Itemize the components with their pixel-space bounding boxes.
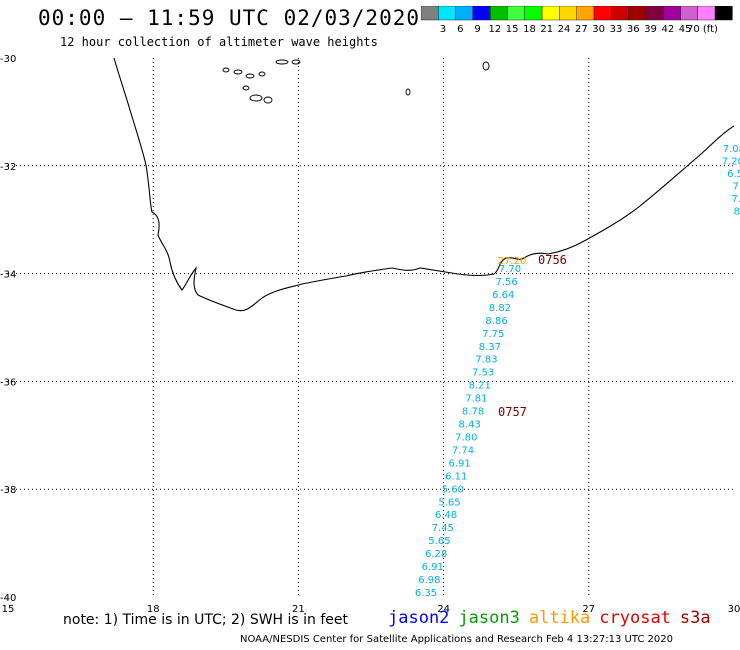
lat-label: -40 bbox=[0, 593, 16, 604]
island bbox=[291, 59, 301, 65]
swh-value: 7.83 bbox=[475, 355, 497, 366]
island bbox=[482, 61, 490, 71]
legend-item-jason2: jason2 bbox=[388, 608, 450, 628]
swh-value: 6.91 bbox=[422, 562, 444, 573]
swh-value: 7.75 bbox=[482, 329, 504, 340]
colorbar-label: 12 bbox=[488, 24, 501, 35]
colorbar-label: 15 bbox=[506, 24, 519, 35]
island bbox=[222, 67, 230, 73]
swh-value: 7. bbox=[732, 182, 740, 193]
swh-value: 5.60 bbox=[442, 484, 464, 495]
lon-label: 30 bbox=[728, 604, 740, 615]
swh-value: 27.20 bbox=[498, 256, 527, 267]
lon-label: 18 bbox=[147, 604, 160, 615]
swh-value: 7.08 bbox=[723, 144, 740, 155]
swh-value: 7.53 bbox=[472, 368, 494, 379]
colorbar-label: 36 bbox=[627, 24, 640, 35]
colorbar-swatch bbox=[714, 6, 733, 21]
swh-value: 7.70 bbox=[499, 264, 521, 275]
colorbar-label: 33 bbox=[610, 24, 623, 35]
satellite-legend: jason2 jason3 altika cryosat s3a bbox=[388, 608, 720, 628]
pass-time-label: 0756 bbox=[538, 253, 567, 267]
map-subtitle: 12 hour collection of altimeter wave hei… bbox=[60, 35, 378, 49]
colorbar-label: 18 bbox=[523, 24, 536, 35]
island bbox=[275, 59, 289, 65]
swh-value: 7.45 bbox=[432, 523, 454, 534]
swh-value: 8 bbox=[734, 207, 740, 218]
swh-value: 6.48 bbox=[435, 510, 457, 521]
credit-text: NOAA/NESDIS Center for Satellite Applica… bbox=[240, 634, 673, 645]
colorbar-label: 45 bbox=[679, 24, 692, 35]
map-title: 00:00 – 11:59 UTC 02/03/2020 bbox=[38, 6, 421, 30]
lon-label: 24 bbox=[437, 604, 450, 615]
swh-value: 6.28 bbox=[425, 549, 447, 560]
coastline bbox=[113, 57, 735, 312]
colorbar-label: 21 bbox=[540, 24, 553, 35]
lat-label: -30 bbox=[0, 54, 16, 65]
island bbox=[242, 85, 250, 91]
swh-value: 7.80 bbox=[455, 432, 477, 443]
colorbar-label: 27 bbox=[575, 24, 588, 35]
swh-value: 7. bbox=[731, 194, 740, 205]
island bbox=[405, 88, 411, 96]
swh-value: 8.78 bbox=[462, 407, 484, 418]
swh-value: 6.35 bbox=[415, 588, 437, 599]
note-text: note: 1) Time is in UTC; 2) SWH is in fe… bbox=[63, 612, 349, 628]
island bbox=[245, 73, 255, 79]
colorbar-label: 39 bbox=[644, 24, 657, 35]
swh-value: 8.43 bbox=[459, 420, 481, 431]
swh-value: 8.82 bbox=[489, 303, 511, 314]
island bbox=[233, 69, 243, 75]
colorbar-label: 9 bbox=[474, 24, 480, 35]
lon-label: 15 bbox=[2, 604, 15, 615]
colorbar-label: 30 bbox=[592, 24, 605, 35]
colorbar-label: 70 (ft) bbox=[687, 24, 718, 35]
swh-value: 8.37 bbox=[479, 342, 501, 353]
swh-value: 6.11 bbox=[445, 471, 467, 482]
legend-item-altika: altika bbox=[528, 608, 591, 628]
swh-value: 6.64 bbox=[492, 290, 514, 301]
colorbar-label: 3 bbox=[440, 24, 446, 35]
swh-value: 7.56 bbox=[496, 277, 518, 288]
swh-value: 7.81 bbox=[465, 394, 487, 405]
swh-value: 6.5 bbox=[727, 169, 740, 180]
legend-item-jason3: jason3 bbox=[458, 608, 520, 628]
lon-label: 21 bbox=[292, 604, 305, 615]
swh-value: 8.86 bbox=[485, 316, 507, 327]
legend-item-s3a: s3a bbox=[679, 608, 711, 628]
island bbox=[258, 71, 266, 77]
colorbar-label: 42 bbox=[661, 24, 674, 35]
swh-value: 6.98 bbox=[418, 575, 440, 586]
island bbox=[249, 94, 263, 102]
swh-value: 5.65 bbox=[428, 536, 450, 547]
swh-value: 6.91 bbox=[448, 458, 470, 469]
swh-value: 8.21 bbox=[469, 381, 491, 392]
colorbar-label: 24 bbox=[558, 24, 571, 35]
lat-label: -36 bbox=[0, 377, 16, 388]
legend-item-cryosat: cryosat bbox=[599, 608, 671, 628]
swh-value: 7.20 bbox=[722, 157, 740, 168]
island bbox=[263, 96, 273, 104]
lat-label: -32 bbox=[0, 162, 16, 173]
pass-time-label: 0757 bbox=[498, 405, 527, 419]
lon-label: 27 bbox=[582, 604, 595, 615]
lat-label: -34 bbox=[0, 270, 16, 281]
swh-value: 5.65 bbox=[438, 497, 460, 508]
lat-label: -38 bbox=[0, 485, 16, 496]
swh-value: 7.74 bbox=[452, 445, 474, 456]
colorbar-label: 6 bbox=[457, 24, 463, 35]
